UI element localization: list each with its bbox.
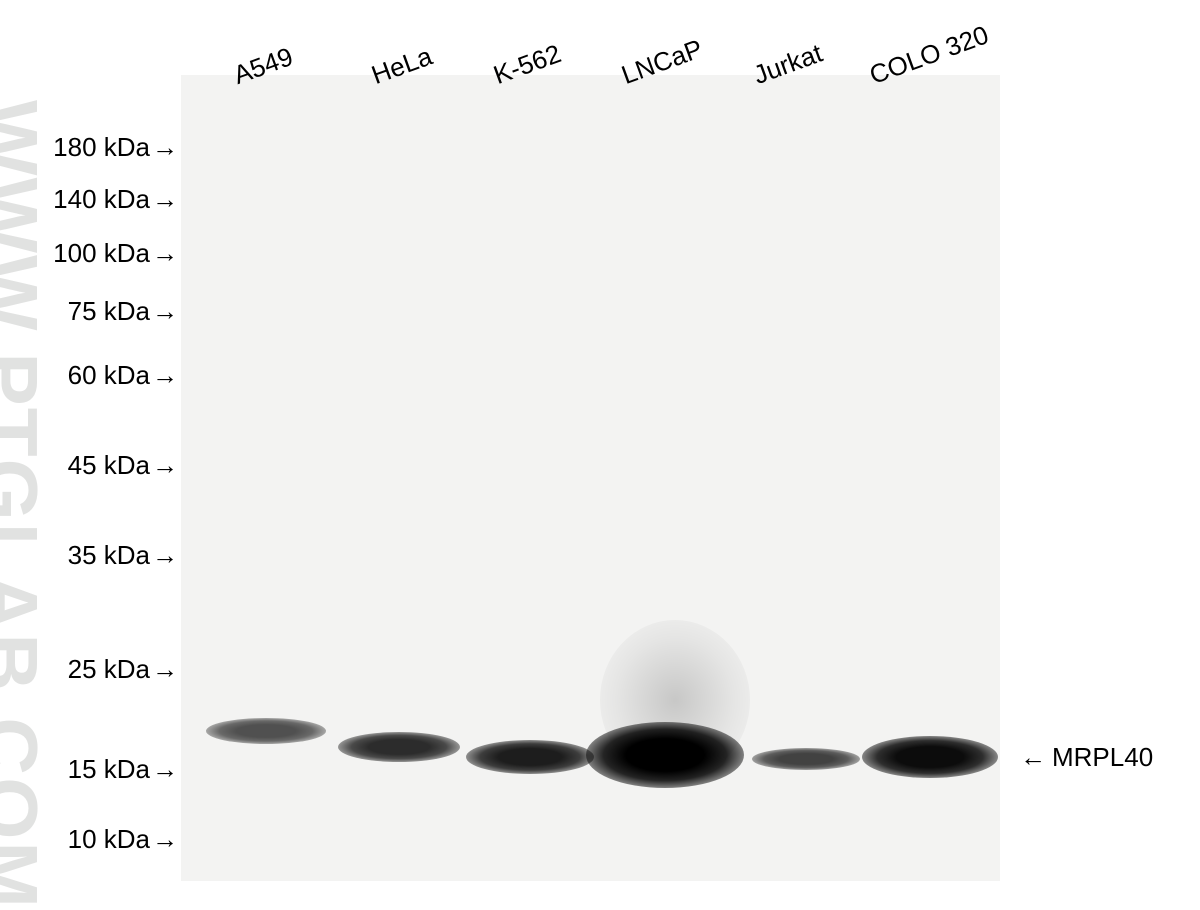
- arrow-right-icon: →: [152, 450, 178, 481]
- lane-label: LNCaP: [617, 33, 706, 91]
- lane-label: K-562: [489, 38, 565, 91]
- mw-marker-text: 180 kDa: [53, 132, 150, 162]
- mw-marker-text: 35 kDa: [68, 540, 150, 570]
- mw-marker-label: 100 kDa→: [53, 238, 178, 269]
- lane-label: Jurkat: [749, 38, 826, 91]
- lane-label: A549: [229, 41, 297, 91]
- blot-figure: WWW.PTGLAB.COM A549HeLaK-562LNCaPJurkatC…: [0, 0, 1200, 903]
- arrow-right-icon: →: [152, 540, 178, 571]
- mw-marker-label: 140 kDa→: [53, 184, 178, 215]
- mw-marker-label: 25 kDa→: [68, 654, 178, 685]
- target-protein-text: MRPL40: [1052, 742, 1153, 772]
- mw-marker-label: 180 kDa→: [53, 132, 178, 163]
- mw-marker-text: 75 kDa: [68, 296, 150, 326]
- mw-marker-text: 15 kDa: [68, 754, 150, 784]
- mw-marker-text: 10 kDa: [68, 824, 150, 854]
- arrow-right-icon: →: [152, 238, 178, 269]
- arrow-right-icon: →: [152, 824, 178, 855]
- arrow-right-icon: →: [152, 296, 178, 327]
- lane-label: COLO 320: [865, 19, 992, 91]
- mw-marker-text: 60 kDa: [68, 360, 150, 390]
- mw-marker-label: 75 kDa→: [68, 296, 178, 327]
- mw-marker-label: 10 kDa→: [68, 824, 178, 855]
- mw-marker-text: 45 kDa: [68, 450, 150, 480]
- mw-marker-label: 60 kDa→: [68, 360, 178, 391]
- arrow-right-icon: →: [152, 132, 178, 163]
- mw-marker-label: 35 kDa→: [68, 540, 178, 571]
- arrow-right-icon: →: [152, 654, 178, 685]
- arrow-left-icon: ←: [1020, 742, 1046, 773]
- mw-marker-text: 140 kDa: [53, 184, 150, 214]
- arrow-right-icon: →: [152, 360, 178, 391]
- lane-label: HeLa: [367, 41, 436, 91]
- mw-marker-label: 45 kDa→: [68, 450, 178, 481]
- labels-layer: A549HeLaK-562LNCaPJurkatCOLO 320180 kDa→…: [0, 0, 1200, 903]
- arrow-right-icon: →: [152, 184, 178, 215]
- target-protein-label: ←MRPL40: [1020, 742, 1153, 773]
- arrow-right-icon: →: [152, 754, 178, 785]
- mw-marker-label: 15 kDa→: [68, 754, 178, 785]
- mw-marker-text: 100 kDa: [53, 238, 150, 268]
- mw-marker-text: 25 kDa: [68, 654, 150, 684]
